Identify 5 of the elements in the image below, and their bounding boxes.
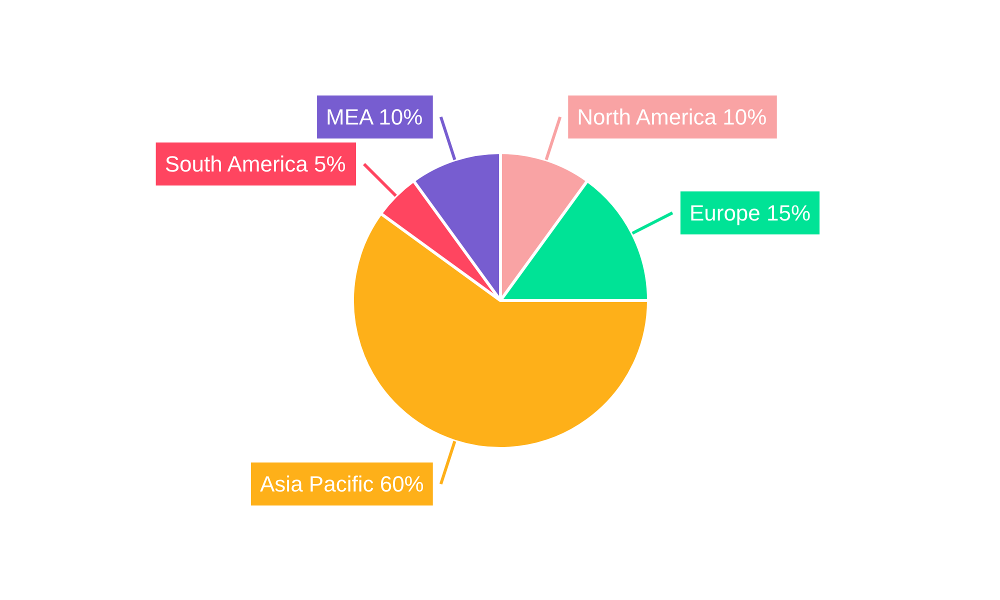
slice-label: Europe 15% — [689, 200, 811, 226]
slice-label: South America 5% — [164, 152, 346, 177]
slice-label: Asia Pacific 60% — [260, 472, 424, 497]
slice-label: MEA 10% — [326, 104, 423, 130]
slice-label: North America 10% — [577, 104, 767, 130]
